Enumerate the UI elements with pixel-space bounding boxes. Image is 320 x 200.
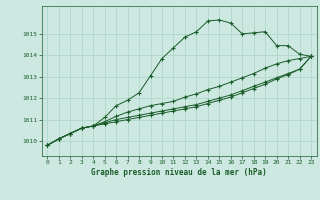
X-axis label: Graphe pression niveau de la mer (hPa): Graphe pression niveau de la mer (hPa) (91, 168, 267, 177)
